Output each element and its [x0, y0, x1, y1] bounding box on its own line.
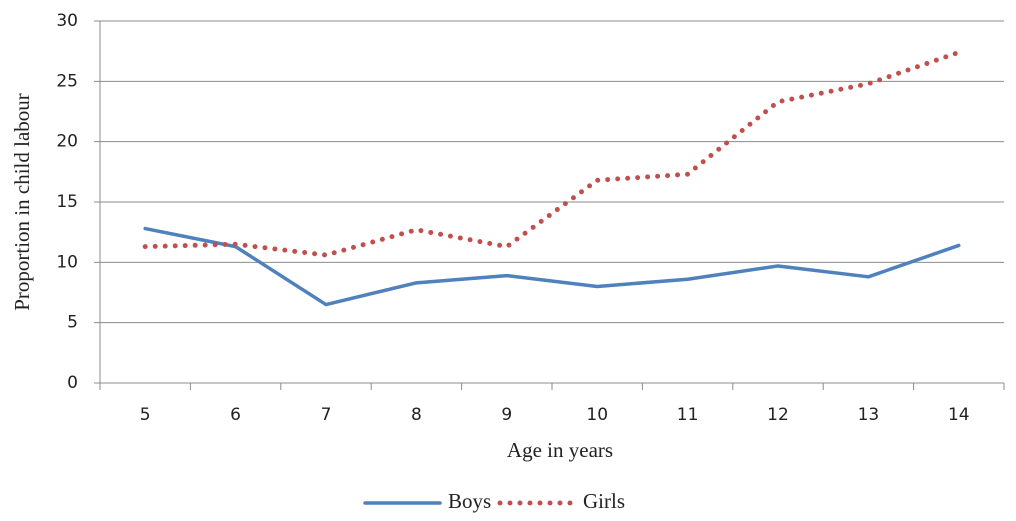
y-tick-label: 10 — [56, 252, 78, 272]
x-tick-label: 13 — [858, 405, 880, 425]
series-line — [142, 49, 962, 258]
x-tick-label: 6 — [230, 405, 241, 425]
y-tick-label: 25 — [56, 71, 78, 91]
y-tick-label: 15 — [56, 192, 78, 212]
x-tick-label: 9 — [501, 405, 512, 425]
y-tick-label: 5 — [67, 313, 78, 333]
y-tick-label: 30 — [56, 11, 78, 31]
x-tick-label: 5 — [140, 405, 151, 425]
x-tick-label: 12 — [767, 405, 789, 425]
legend-label: Girls — [583, 489, 625, 513]
x-tick-label: 7 — [321, 405, 332, 425]
legend-label: Boys — [448, 489, 491, 513]
x-tick-label: 14 — [948, 405, 970, 425]
x-tick-label: 11 — [677, 405, 699, 425]
y-tick-label: 20 — [56, 132, 78, 152]
x-tick-label: 8 — [411, 405, 422, 425]
y-axis-title: Proportion in child labour — [10, 93, 34, 311]
x-axis-title: Age in years — [507, 438, 613, 462]
y-tick-label: 0 — [67, 373, 78, 393]
x-tick-label: 10 — [586, 405, 608, 425]
series-line — [143, 226, 961, 307]
